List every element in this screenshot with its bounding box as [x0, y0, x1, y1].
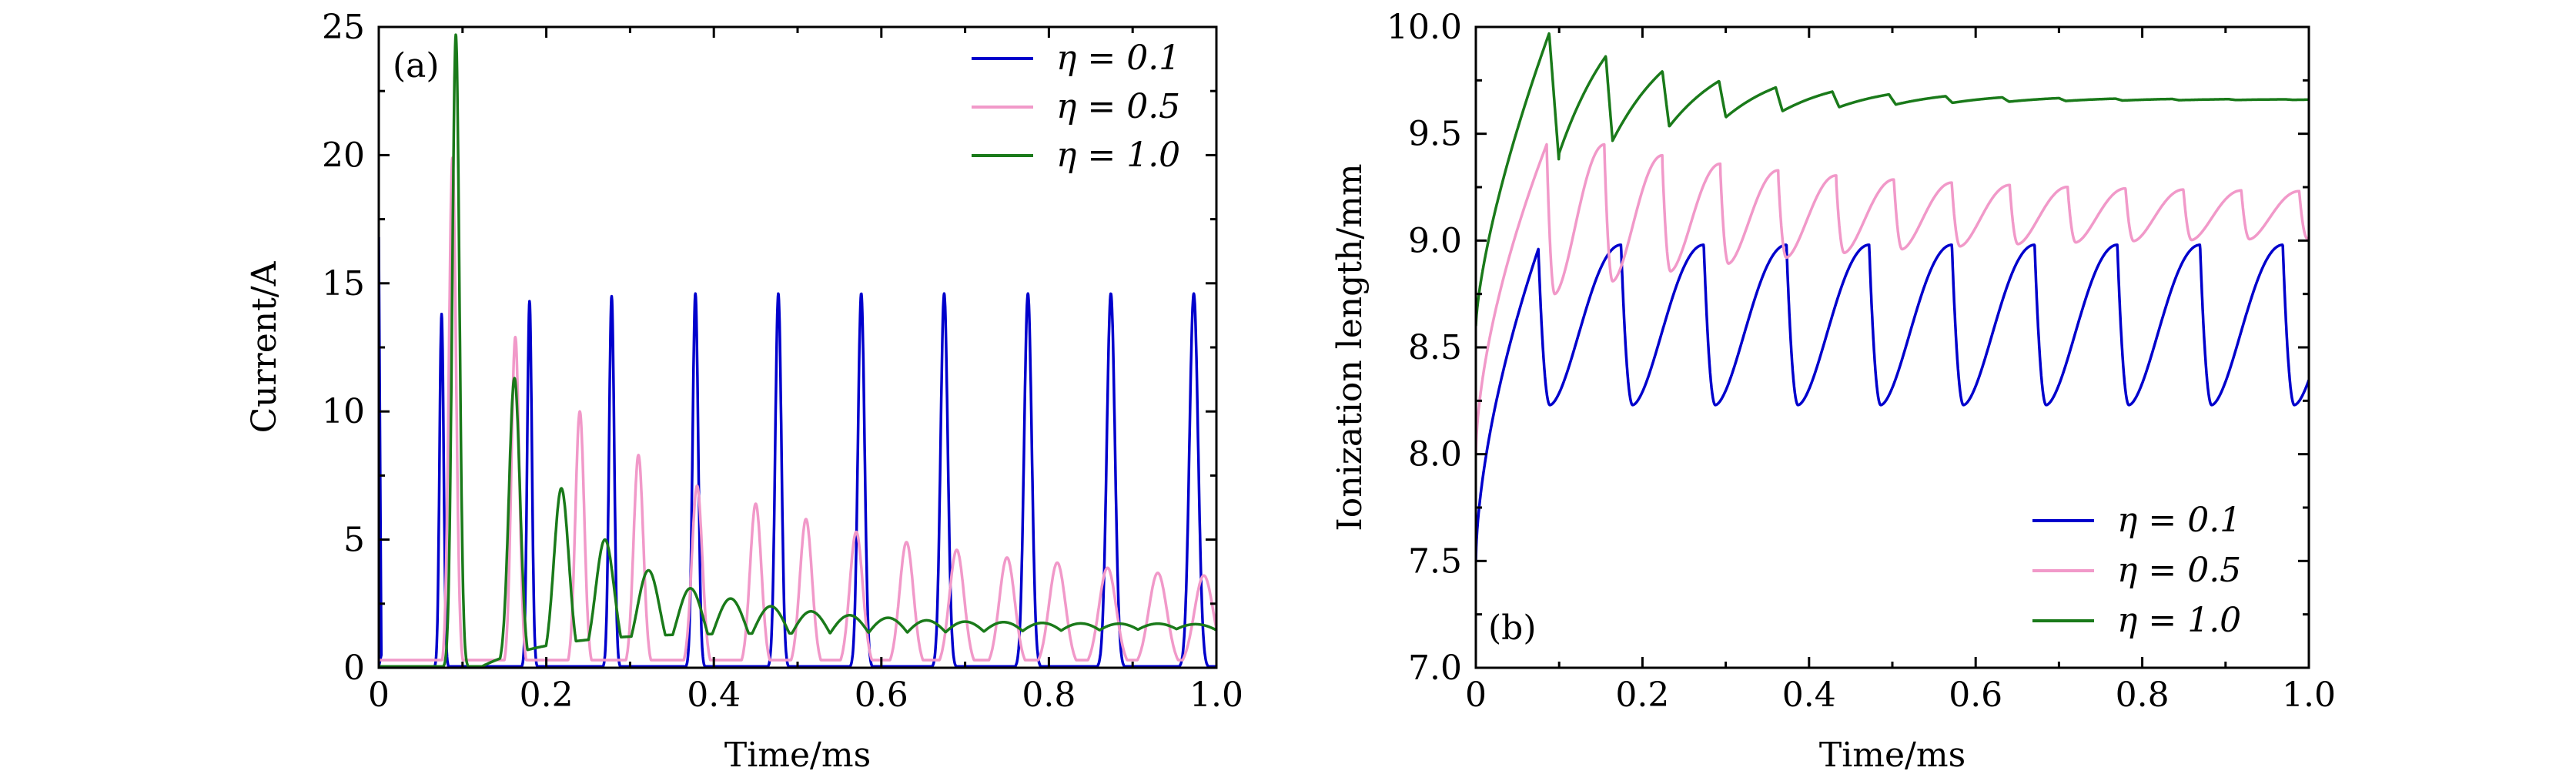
legend-label-1: η = 0.1: [2117, 501, 2241, 540]
x-tick-label: 0.2: [520, 675, 574, 715]
panel-a-ticks: 0 0.2 0.4 0.6 0.8 1.0 0 5 10 15 20 25: [322, 8, 1243, 715]
x-tick-label: 0.4: [687, 675, 741, 715]
x-tick-label: 0: [1465, 675, 1487, 715]
panel-b-xlabel: Time/ms: [1819, 736, 1965, 775]
panel-a-xlabel: Time/ms: [724, 736, 871, 775]
y-tick-label: 10.0: [1387, 8, 1462, 47]
series-line-3: [1476, 32, 2309, 327]
series-line-2: [379, 156, 1216, 662]
legend-label-3: η = 1.0: [2117, 601, 2241, 640]
series-line-3: [379, 33, 1216, 668]
x-tick-label: 0.8: [1022, 675, 1076, 715]
y-tick-label: 15: [322, 264, 365, 303]
x-tick-label: 0.4: [1782, 675, 1836, 715]
y-tick-label: 9.0: [1408, 221, 1462, 260]
panel-a-series: [379, 33, 1216, 668]
y-tick-label: 9.5: [1408, 115, 1462, 154]
y-tick-label: 20: [322, 136, 365, 175]
legend-label-1: η = 0.1: [1056, 39, 1180, 78]
y-tick-label: 8.0: [1408, 435, 1462, 474]
series-line-2: [1476, 142, 2309, 454]
panel-b-tag: (b): [1488, 608, 1537, 648]
y-tick-label: 5: [343, 521, 365, 560]
x-tick-label: 1.0: [2282, 675, 2336, 715]
x-tick-label: 0.6: [1949, 675, 2002, 715]
y-tick-label: 7.5: [1408, 541, 1462, 581]
y-tick-label: 10: [322, 392, 365, 431]
x-tick-label: 0: [368, 675, 390, 715]
y-tick-label: 8.5: [1408, 328, 1462, 367]
panel-a-legend: η = 0.1 η = 0.5 η = 1.0: [972, 39, 1180, 175]
panel-a-tag: (a): [393, 46, 440, 85]
legend-label-3: η = 1.0: [1056, 136, 1180, 175]
panel-b-legend: η = 0.1 η = 0.5 η = 1.0: [2032, 501, 2241, 640]
x-tick-label: 1.0: [1189, 675, 1243, 715]
legend-label-2: η = 0.5: [1056, 87, 1180, 126]
panel-a-ylabel: Current/A: [245, 260, 284, 433]
panel-a-current: 0 0.2 0.4 0.6 0.8 1.0 0 5 10 15 20 25 (a) Time/ms C…: [245, 8, 1243, 775]
panel-b-ylabel: Ionization length/mm: [1330, 163, 1370, 531]
x-tick-label: 0.8: [2116, 675, 2170, 715]
y-tick-label: 7.0: [1408, 649, 1462, 688]
legend-label-2: η = 0.5: [2117, 551, 2241, 590]
panel-b-series: [1476, 32, 2309, 561]
series-line-1: [1476, 243, 2309, 561]
x-tick-label: 0.6: [855, 675, 908, 715]
panel-b-ionization: 0 0.2 0.4 0.6 0.8 1.0 7.0 7.5 8.0 8.5 9.0 9.5 10.0 (…: [1330, 8, 2336, 775]
y-tick-label: 0: [343, 649, 365, 688]
x-tick-label: 0.2: [1615, 675, 1669, 715]
panel-b-ticks: 0 0.2 0.4 0.6 0.8 1.0 7.0 7.5 8.0 8.5 9.0 9.5 10.0: [1387, 8, 2336, 715]
y-tick-label: 25: [322, 8, 365, 47]
